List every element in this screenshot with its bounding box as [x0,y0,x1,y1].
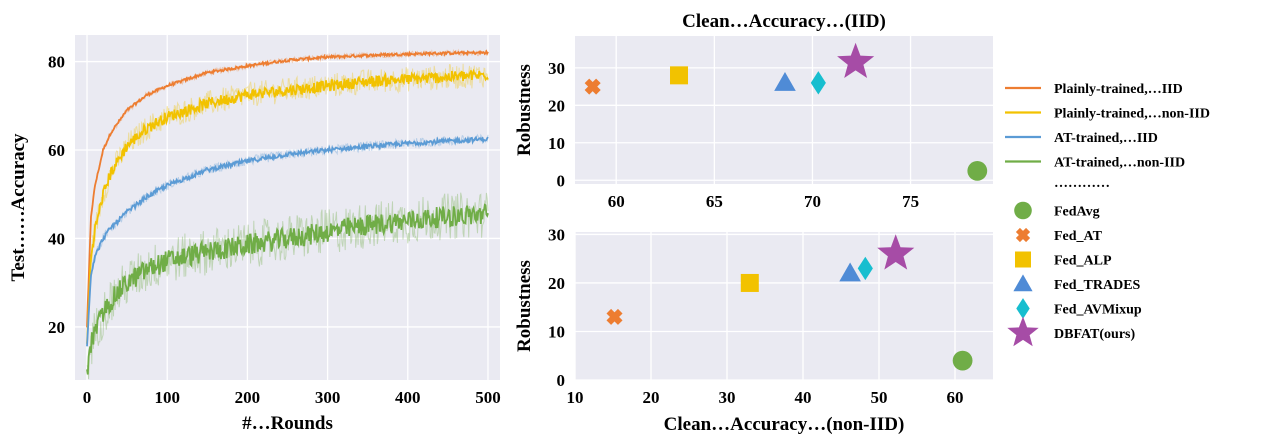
y-tick-label: 60 [48,141,65,160]
y-tick-label: 10 [548,134,565,153]
top-right-scatter-chart: 60 65 70 75 0 10 20 30 Robustness Clean…Accuracy…… [514,11,993,211]
x-tick-label: 30 [719,388,736,407]
data-point-fed-trades [839,262,861,282]
data-point-fed-avmixup [810,71,826,95]
left-line-chart: 0 100 200 300 400 500 20 40 60 80 #…Rounds Test……Ac… [8,35,501,434]
x-tick-label: 75 [902,192,919,211]
x-tick-label: 20 [643,388,660,407]
data-point-dbfat-ours- [837,42,875,78]
plot-background [575,36,993,184]
x-tick-label: 200 [235,388,261,407]
bottom-right-scatter-chart: 10 20 30 40 50 600102030RobustnessClean…Accur… [514,225,993,435]
legend-label: Fed_AT [1054,229,1103,244]
x-tick-label: 400 [395,388,421,407]
series-line-3 [86,203,489,375]
series-line-1 [86,68,489,344]
x-axis-title: Clean…Accuracy…(non-IID) [664,414,905,435]
data-point-fedavg [967,160,988,181]
y-tick-label: 0 [557,171,566,190]
y-axis-title: Robustness [514,64,535,156]
data-point-fed-avmixup [857,256,873,281]
legend-marker-x [1015,227,1031,243]
plot-background [75,35,500,380]
x-tick-label: 100 [154,388,180,407]
legend-label: AT-trained,…non-IID [1054,156,1185,171]
y-tick-label: 10 [548,322,565,341]
y-tick-label: 20 [48,318,65,337]
legend-label: DBFAT(ours) [1054,327,1135,342]
y-tick-label: 20 [548,96,565,115]
legend-marker-star [1007,316,1039,347]
legend-label: AT-trained,…IID [1054,131,1158,146]
legend-label: Fed_AVMixup [1054,303,1142,318]
y-tick-label: 20 [548,274,565,293]
y-axis-title: Robustness [514,260,535,352]
y-tick-label: 30 [548,225,565,244]
legend-label: Plainly-trained,…IID [1054,82,1183,97]
data-point-fedavg [952,350,973,371]
x-tick-label: 70 [804,192,821,211]
x-tick-label: 300 [315,388,341,407]
x-tick-label: 50 [871,388,888,407]
legend-marker-diamond [1016,298,1030,319]
legend-marker-square [1015,251,1031,268]
series-line-2 [86,135,489,347]
x-axis-title: #…Rounds [242,413,333,434]
x-tick-label: 0 [83,388,92,407]
y-tick-label: 0 [557,371,566,390]
x-tick-label: 500 [475,388,501,407]
chart-title: Clean…Accuracy…(IID) [682,11,886,32]
legend-label: FedAvg [1054,205,1100,220]
legend: Plainly-trained,…IID Plainly-trained,…non… [1005,82,1210,347]
legend-label: Plainly-trained,…non-IID [1054,107,1210,122]
legend-label: Fed_TRADES [1054,278,1141,293]
data-point-fed-trades [774,72,796,91]
legend-marker-triangle [1013,274,1033,292]
x-tick-label: 65 [706,192,723,211]
y-tick-label: 80 [48,53,65,72]
series-lines [86,48,489,380]
legend-marker-circle [1014,201,1032,220]
legend-label: Fed_ALP [1054,254,1112,269]
legend-separator: ………… [1054,176,1110,191]
series-band-1 [86,63,489,344]
y-axis-title: Test……Accuracy [8,133,29,282]
data-point-fed-alp [670,66,689,85]
y-tick-label: 40 [48,229,65,248]
x-tick-label: 60 [608,192,625,211]
x-tick-label: 60 [947,388,964,407]
series-line-0 [86,49,489,328]
x-tick-label: 10 [567,388,584,407]
y-tick-label: 30 [548,59,565,78]
plot-background [575,232,993,380]
data-point-fed-at [584,78,601,95]
x-tick-label: 40 [795,388,812,407]
data-point-fed-at [606,308,623,325]
data-point-dbfat-ours- [877,234,915,270]
data-point-fed-alp [740,273,759,292]
